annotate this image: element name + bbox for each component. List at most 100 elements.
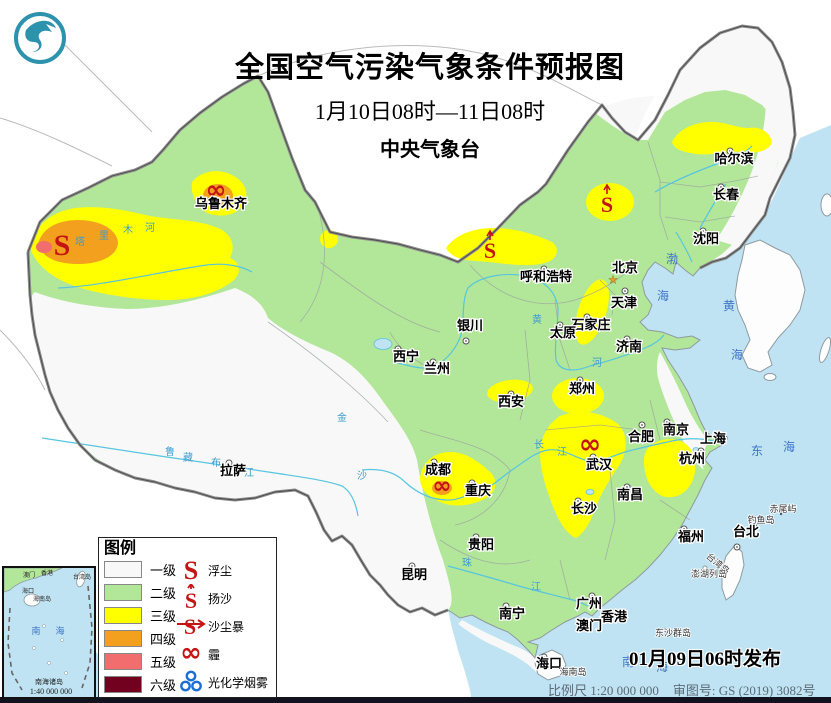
city-label: 南宁 [499, 606, 525, 621]
river-label: 布 [211, 457, 221, 469]
sea-label: 海 [731, 347, 743, 362]
symbol-label: 沙尘暴 [208, 619, 245, 634]
river-label: 河 [145, 222, 155, 234]
map-scale: 比例尺 1:20 000 000 [548, 683, 659, 698]
yangsha-symbol: S [484, 238, 496, 263]
city-marker-dot [579, 379, 581, 381]
map-scale-line: 比例尺 1:20 000 000 审图号: GS (2019) 3082号 [548, 680, 828, 699]
city-marker-dot [626, 338, 628, 340]
regions-level1 [31, 30, 786, 672]
city-marker-dot [723, 437, 725, 439]
river-label: 江 [531, 581, 541, 593]
haze-symbol: ∞ [432, 473, 451, 499]
fuchen-icon: S [184, 556, 198, 584]
haze-symbol: ∞ [579, 429, 602, 460]
inset-label: 海 [55, 625, 64, 636]
level-color-swatch [104, 676, 142, 693]
city-marker-dot [720, 186, 722, 188]
river-label: 珠 [462, 556, 472, 569]
legend-level-row: 五级 [104, 650, 276, 673]
city-marker-dot [559, 324, 561, 326]
city-marker-dot [433, 461, 435, 463]
fuchen-glyph: S [184, 556, 198, 584]
city-marker-dot [666, 421, 668, 423]
sea-label: 海 [657, 288, 669, 303]
city-label: 呼和浩特 [520, 269, 572, 284]
symbol-label: 浮尘 [208, 563, 233, 578]
level-label: 六级 [150, 678, 177, 693]
symbol-label: 霾 [208, 647, 221, 662]
city-label: 济南 [616, 339, 642, 354]
city-label: 石家庄 [570, 317, 610, 332]
inset-label: 台湾岛 [73, 573, 91, 581]
city-label: 沈阳 [693, 231, 719, 246]
smog-icon [180, 670, 202, 692]
inset-label: 海南岛 [33, 595, 51, 603]
city-marker-dot [641, 424, 643, 426]
city-marker-dot [543, 656, 545, 658]
city-marker-dot [591, 595, 593, 597]
city-marker-dot [626, 486, 628, 488]
yangsha-icon: S [185, 584, 197, 612]
city-label: 广州 [576, 596, 602, 611]
city-label: 天津 [611, 295, 637, 310]
yangsha-glyph: S [185, 588, 197, 612]
shachenbao-glyph: S [184, 614, 196, 639]
legend-title: 图例 [104, 540, 137, 557]
city-label: 长沙 [571, 501, 597, 516]
city-marker-dot [702, 230, 704, 232]
city-label: 长春 [713, 187, 740, 202]
shachenbao-icon: S [177, 614, 206, 639]
city-label: 成都 [425, 462, 451, 477]
level-color-swatch [104, 561, 142, 578]
city-label: 合肥 [628, 429, 654, 444]
symbol-label: 扬沙 [208, 591, 233, 606]
yangsha-symbol: S [601, 192, 613, 217]
inset-label: 香港 [41, 569, 53, 577]
island-label: 海南岛 [559, 666, 586, 677]
island-label: 钓鱼岛 [747, 514, 774, 525]
city-marker-dot [700, 450, 702, 452]
river-label: 里 [99, 230, 109, 242]
river-label: 藏 [183, 452, 193, 464]
mai-glyph: ∞ [180, 640, 202, 668]
city-marker-dot [624, 290, 626, 292]
city-label: 北京 [612, 260, 638, 275]
south-china-sea-inset: 澳门 香港 台湾岛 海口 海南岛南 海南海诸岛 1:40 000 000 [2, 566, 96, 699]
island-label: 澎湖列岛 [691, 568, 727, 579]
level-label: 二级 [150, 586, 177, 601]
city-label: 海口 [536, 656, 562, 671]
city-marker-dot [411, 565, 413, 567]
approval-number: 审图号: GS (2019) 3082号 [672, 683, 816, 698]
city-label: 香港 [600, 609, 628, 624]
legend-level-row: 二级 [104, 581, 276, 604]
sea-label: 渤 [666, 252, 678, 266]
city-label: 武汉 [586, 457, 613, 472]
city-marker-dot [505, 605, 507, 607]
city-label: 南京 [663, 422, 689, 437]
fuchen-symbol: S [54, 229, 71, 262]
legend-level-row: 四级 [104, 627, 276, 650]
mai-icon: ∞ [180, 640, 202, 668]
city-marker-dot [510, 393, 512, 395]
level-color-swatch [104, 653, 142, 670]
level-label: 一级 [150, 563, 177, 578]
inset-label: 海口 [22, 587, 34, 595]
river-label: 江 [557, 446, 567, 458]
sea-label: 东 [751, 444, 763, 458]
inset-label: 澳门 [23, 571, 35, 579]
city-label: 兰州 [424, 361, 450, 376]
level-label: 三级 [150, 609, 177, 624]
city-label: 拉萨 [220, 463, 246, 478]
legend-level-row: 六级 [104, 673, 276, 696]
china-border-core [27, 25, 796, 616]
yangsha-arrow [603, 183, 611, 194]
city-label: 太原 [549, 325, 576, 340]
city-marker-dot [592, 456, 594, 458]
sea-label: 海 [656, 659, 668, 674]
city-label: 银川 [457, 318, 483, 333]
city-marker-dot [577, 500, 579, 502]
river-label: 金 [337, 411, 347, 424]
title-block: 全国空气污染气象条件预报图 1月10日08时—11日08时 中央气象台 [230, 44, 630, 162]
